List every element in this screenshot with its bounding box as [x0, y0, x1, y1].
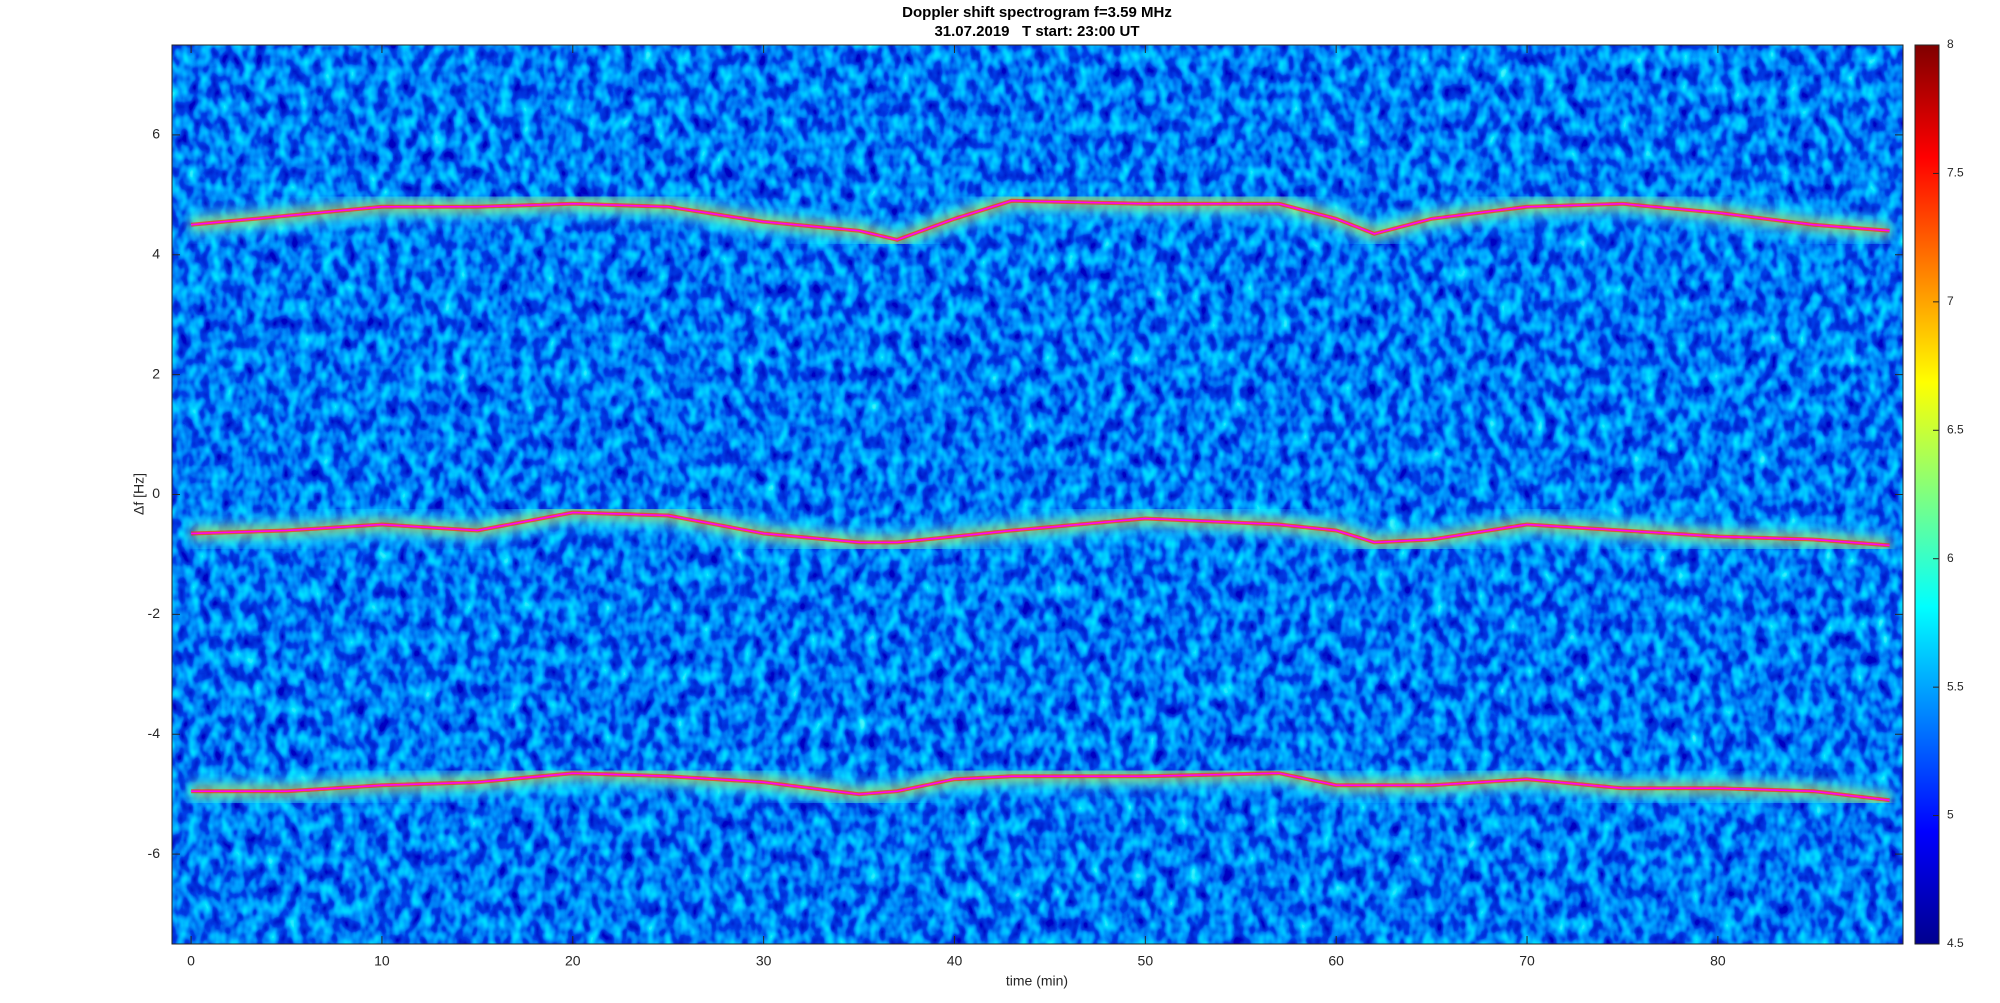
- x-tick-label: 20: [565, 953, 581, 969]
- colorbar-tick-label: 7: [1947, 294, 1954, 308]
- colorbar-tick-label: 5.5: [1947, 679, 1964, 693]
- colorbar-tick-label: 6: [1947, 551, 1954, 565]
- chart-subtitle: 31.07.2019 T start: 23:00 UT: [934, 23, 1139, 40]
- y-tick-label: 4: [152, 245, 160, 261]
- y-tick-label: 6: [152, 126, 160, 142]
- x-tick-label: 0: [187, 953, 195, 969]
- colorbar-tick-label: 4.5: [1947, 936, 1964, 950]
- y-tick-label: -2: [148, 605, 161, 621]
- spectrogram-texture: [172, 45, 1903, 944]
- x-tick-label: 60: [1328, 953, 1344, 969]
- y-tick-label: 2: [152, 365, 160, 381]
- trace-line: [191, 511, 1890, 547]
- x-tick-label: 70: [1519, 953, 1535, 969]
- x-tick-label: 80: [1710, 953, 1726, 969]
- trace-line: [191, 772, 1890, 801]
- plot-area: [189, 185, 1892, 816]
- trace-line: [191, 200, 1890, 241]
- colorbar-tick-label: 6.5: [1947, 422, 1964, 436]
- x-tick-label: 50: [1138, 953, 1154, 969]
- x-tick-label: 10: [374, 953, 390, 969]
- colorbar: [1914, 44, 1940, 945]
- colorbar-tick-label: 8: [1947, 37, 1954, 51]
- colorbar-tick-label: 7.5: [1947, 166, 1964, 180]
- x-tick-label: 30: [756, 953, 772, 969]
- chart-title: Doppler shift spectrogram f=3.59 MHz: [902, 4, 1172, 21]
- x-axis-label: time (min): [1006, 973, 1068, 989]
- colorbar-tick-label: 5: [1947, 808, 1954, 822]
- y-axis-label: Δf [Hz]: [131, 473, 147, 515]
- y-tick-label: 0: [152, 485, 160, 501]
- x-tick-label: 40: [947, 953, 963, 969]
- y-tick-label: -4: [148, 725, 161, 741]
- y-tick-label: -6: [148, 845, 161, 861]
